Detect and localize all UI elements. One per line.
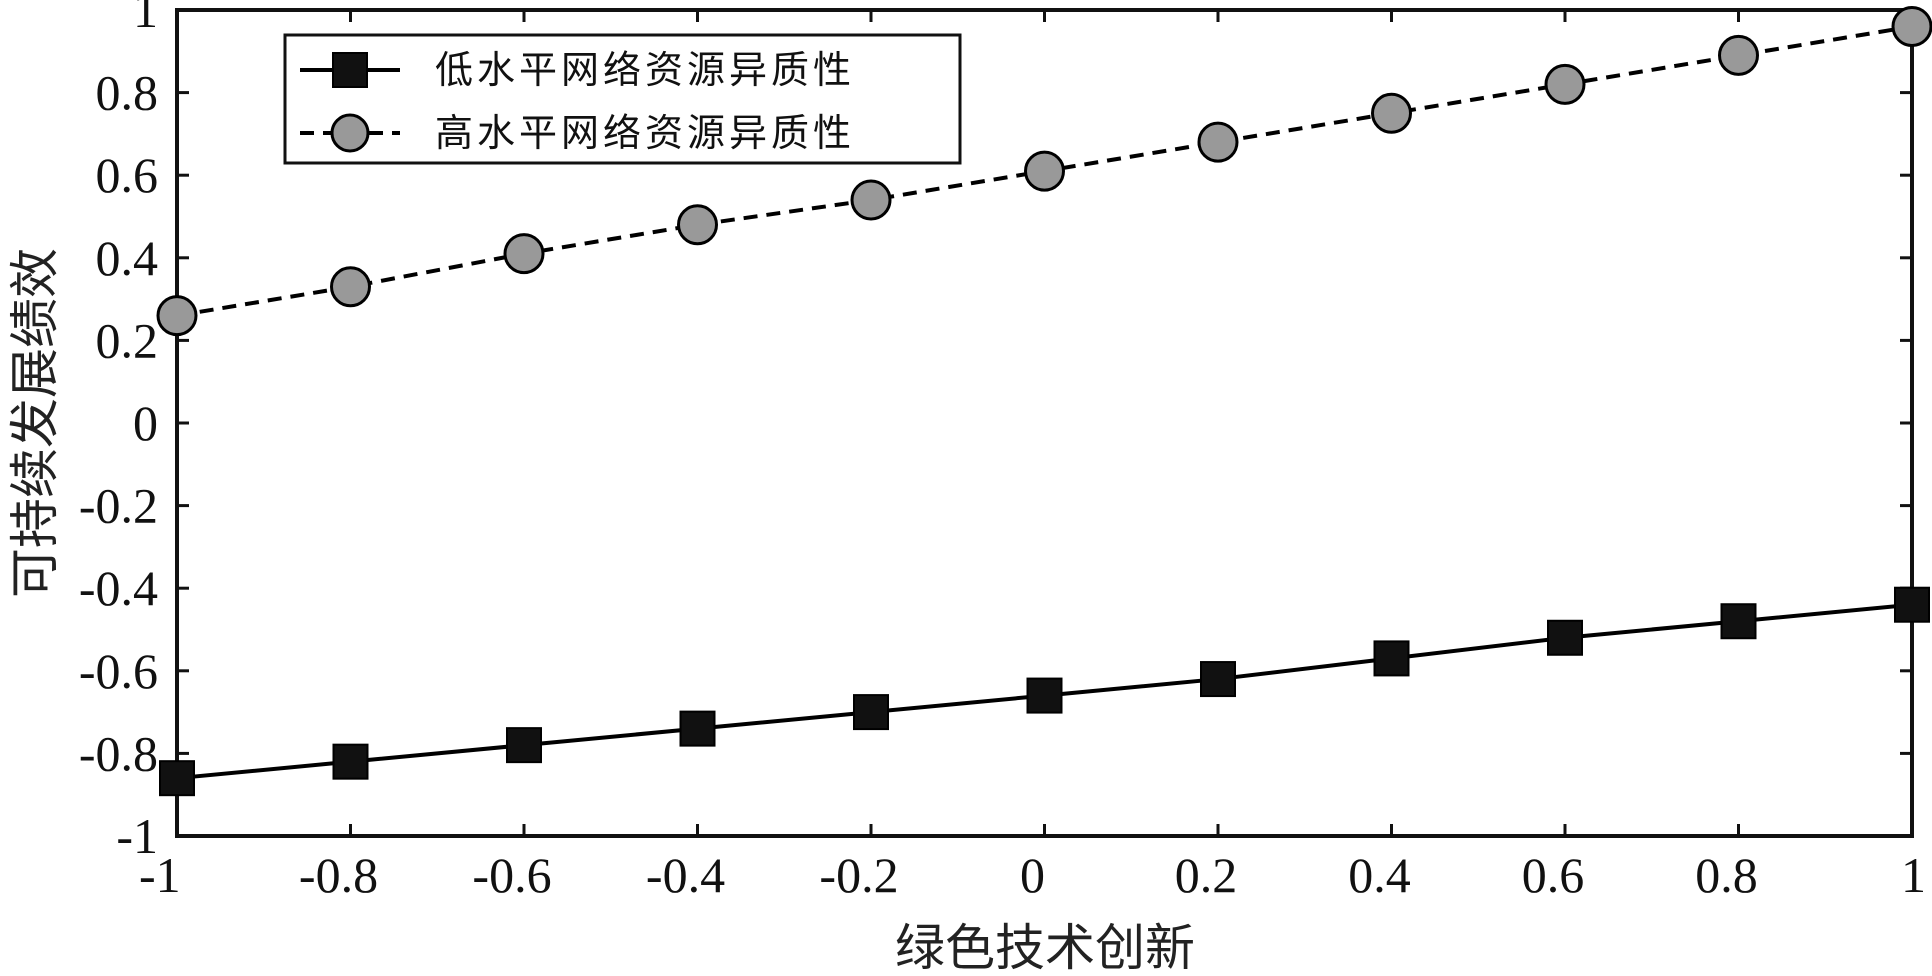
- x-tick-label: 0.4: [1348, 847, 1411, 903]
- data-point-square: [1894, 586, 1930, 623]
- data-point-square: [1720, 603, 1757, 640]
- x-tick-label: -0.4: [646, 847, 725, 903]
- legend-marker-square: [332, 52, 368, 88]
- y-tick-label: 0.8: [96, 65, 159, 121]
- x-tick-label: 1: [1901, 847, 1926, 903]
- y-tick-label: -1: [116, 808, 158, 864]
- data-point-circle: [503, 233, 545, 275]
- data-point-square: [506, 727, 542, 764]
- data-point-square: [679, 710, 716, 747]
- data-point-square: [1373, 640, 1410, 677]
- y-tick-label: 1: [133, 0, 158, 38]
- data-point-circle: [850, 179, 892, 221]
- y-axis: -1 -0.8 -0.6 -0.4 -0.2 0 0.2 0.4 0.6 0.8 1: [79, 0, 1912, 864]
- x-axis: -1 -0.8 -0.6 -0.4 -0.2 0 0.2 0.4 0.6 0.8 1: [139, 10, 1926, 903]
- data-point-circle: [1024, 150, 1065, 192]
- x-tick-label: -1: [139, 847, 181, 903]
- data-point-circle: [156, 295, 198, 337]
- y-tick-label: -0.2: [79, 478, 158, 534]
- data-point-square: [853, 694, 889, 731]
- x-tick-label: -0.8: [299, 847, 378, 903]
- data-point-circle: [1544, 63, 1586, 105]
- x-tick-label: 0.2: [1175, 847, 1238, 903]
- y-tick-label: -0.6: [79, 643, 158, 699]
- y-tick-label: 0.2: [96, 312, 159, 368]
- data-point-square: [332, 743, 369, 780]
- data-point-square: [1547, 619, 1583, 656]
- data-point-circle: [1718, 34, 1759, 76]
- data-point-circle: [1197, 121, 1239, 163]
- data-point-circle: [677, 204, 718, 246]
- x-tick-label: 0.6: [1522, 847, 1585, 903]
- data-point-circle: [1891, 6, 1932, 48]
- x-tick-label: -0.6: [472, 847, 551, 903]
- y-tick-label: 0.6: [96, 147, 159, 203]
- y-tick-label: 0: [133, 395, 158, 451]
- legend: 低水平网络资源异质性 高水平网络资源异质性: [283, 33, 962, 165]
- y-axis-title: 可持续发展绩效: [6, 248, 64, 598]
- y-tick-label: -0.4: [79, 560, 158, 616]
- x-tick-label: -0.2: [819, 847, 898, 903]
- data-point-square: [159, 760, 195, 797]
- legend-label-high: 高水平网络资源异质性: [435, 111, 855, 155]
- y-tick-label: 0.4: [96, 230, 159, 286]
- legend-label-low: 低水平网络资源异质性: [435, 48, 855, 92]
- x-tick-label: 0.8: [1695, 847, 1758, 903]
- data-point-circle: [330, 266, 371, 308]
- x-axis-title: 绿色技术创新: [895, 919, 1195, 976]
- series-layer: [156, 6, 1932, 797]
- data-point-square: [1200, 661, 1236, 698]
- legend-box: [283, 33, 962, 165]
- y-tick-label: -0.8: [79, 725, 158, 781]
- legend-marker-circle: [330, 113, 370, 153]
- data-point-circle: [1371, 92, 1412, 134]
- x-tick-label: 0: [1020, 847, 1045, 903]
- data-point-square: [1026, 677, 1063, 714]
